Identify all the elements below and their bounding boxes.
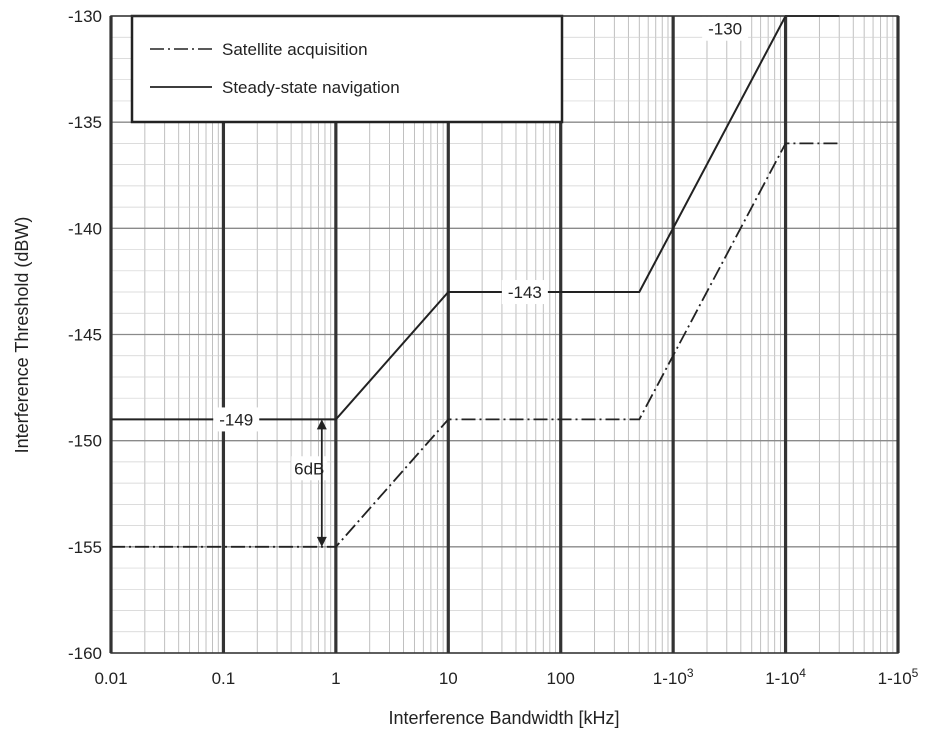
y-tick-label: -140 xyxy=(68,219,102,238)
annotation-label: -143 xyxy=(508,283,542,302)
x-tick-label: 1-103 xyxy=(653,666,694,688)
y-tick-label: -145 xyxy=(68,326,102,345)
y-axis-title: Interference Threshold (dBW) xyxy=(12,217,32,454)
x-axis-title: Interference Bandwidth [kHz] xyxy=(388,708,619,728)
annotation-label: -149 xyxy=(219,410,253,429)
annotation-label: 6dB xyxy=(294,459,324,478)
y-tick-label: -135 xyxy=(68,113,102,132)
annotation-background xyxy=(702,16,749,41)
plot-frame xyxy=(110,15,899,654)
y-tick-label: -160 xyxy=(68,644,102,663)
x-tick-label: 0.1 xyxy=(212,669,236,688)
legend-box xyxy=(130,14,564,124)
annotation-background xyxy=(213,407,260,432)
x-axis-ticks: 0.01 0.1 1 10 100 1-103 1-104 1-105 xyxy=(94,666,918,688)
x-tick-label: 1-105 xyxy=(878,666,919,688)
y-tick-label: -130 xyxy=(68,7,102,26)
arrow-6db-head-up xyxy=(316,419,327,430)
arrow-6db-head-down xyxy=(316,536,327,547)
annotation-background xyxy=(501,280,548,305)
y-tick-label: -155 xyxy=(68,538,102,557)
annotation-layer: -149 -143 -130 6dB xyxy=(213,16,749,547)
x-tick-label: 0.01 xyxy=(94,669,127,688)
legend-label-steady-state-navigation: Steady-state navigation xyxy=(222,78,400,97)
annotation-label: -130 xyxy=(708,20,742,39)
x-tick-exponent: 5 xyxy=(912,666,919,680)
x-tick-label: 100 xyxy=(547,669,575,688)
x-tick-exponent: 3 xyxy=(687,666,694,680)
x-tick-label: 1-104 xyxy=(765,666,806,688)
x-tick-label: 10 xyxy=(439,669,458,688)
legend-label-satellite-acquisition: Satellite acquisition xyxy=(222,40,368,59)
x-tick-exponent: 4 xyxy=(799,666,806,680)
y-tick-label: -150 xyxy=(68,432,102,451)
x-tick-label: 1 xyxy=(331,669,340,688)
y-axis-ticks: -130 -135 -140 -145 -150 -155 -160 xyxy=(68,7,102,663)
legend: Satellite acquisition Steady-state navig… xyxy=(130,14,564,124)
series-line-satellite-acquisition xyxy=(111,142,840,548)
